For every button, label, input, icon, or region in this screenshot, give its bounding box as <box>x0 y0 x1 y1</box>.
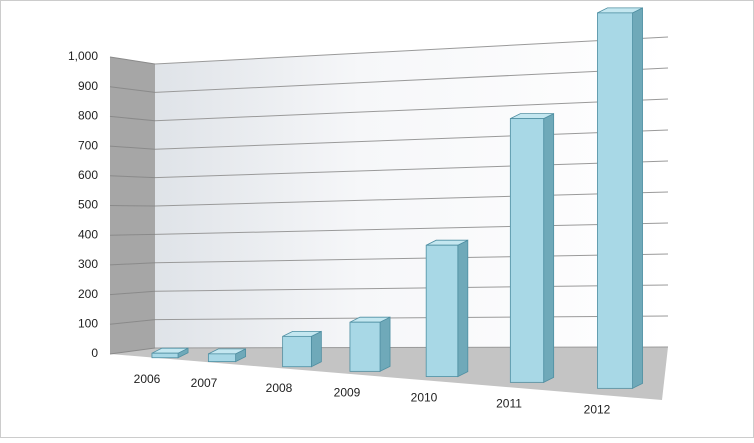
bar <box>425 244 459 377</box>
bar-side <box>310 330 322 368</box>
y-tick-label: 800 <box>78 109 98 123</box>
grid-line-side <box>109 319 156 325</box>
y-tick-label: 600 <box>78 168 98 182</box>
y-tick-label: 0 <box>91 346 98 360</box>
grid-line-side <box>109 233 156 236</box>
y-tick-label: 400 <box>78 227 98 241</box>
y-tick-label: 200 <box>78 287 98 301</box>
x-tick-label: 2012 <box>584 403 611 417</box>
bar-side <box>632 7 643 389</box>
bar <box>597 12 633 389</box>
x-tick-label: 2007 <box>191 376 218 390</box>
grid-line-side <box>109 262 156 266</box>
grid-line-side <box>109 347 156 355</box>
grid-line-side <box>109 115 156 122</box>
bar-side <box>457 239 469 378</box>
y-tick-label: 1,000 <box>68 49 98 63</box>
x-tick-label: 2009 <box>334 386 361 400</box>
bar <box>349 321 381 372</box>
bar <box>509 118 545 383</box>
grid-line-side <box>109 290 156 296</box>
y-tick-label: 500 <box>78 198 98 212</box>
bar <box>207 353 237 363</box>
grid-line <box>154 36 669 65</box>
grid-line <box>154 67 669 93</box>
grid-line-side <box>109 145 156 150</box>
grid-line <box>154 191 669 207</box>
grid-line <box>154 346 669 349</box>
grid-line-side <box>109 175 156 179</box>
y-tick-label: 900 <box>78 79 98 93</box>
grid-line <box>154 129 669 150</box>
x-tick-label: 2010 <box>411 391 438 405</box>
back-wall <box>155 37 668 348</box>
y-tick-label: 700 <box>78 138 98 152</box>
y-tick-label: 300 <box>78 257 98 271</box>
bar-side <box>543 112 555 384</box>
bar-side <box>379 316 391 372</box>
bar <box>151 352 179 359</box>
grid-line-side <box>109 86 156 93</box>
grid-line <box>154 315 669 321</box>
grid-line <box>154 222 669 235</box>
grid-line <box>154 98 669 122</box>
x-tick-label: 2008 <box>266 381 293 395</box>
x-tick-label: 2011 <box>496 397 522 411</box>
grid-line-side <box>109 56 156 65</box>
grid-line <box>154 160 669 179</box>
y-tick-label: 100 <box>78 316 98 330</box>
grid-line-side <box>109 205 156 207</box>
grid-line <box>154 253 669 264</box>
grid-line <box>154 284 669 292</box>
x-tick-label: 2006 <box>134 372 161 386</box>
bar <box>282 335 312 368</box>
